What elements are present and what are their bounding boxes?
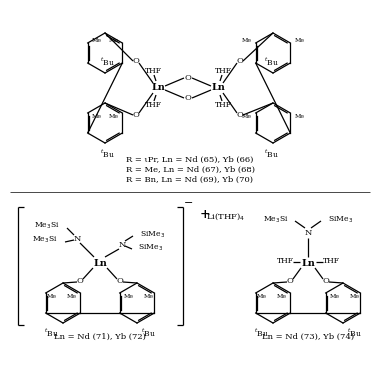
Text: $^t$Bu: $^t$Bu — [100, 56, 114, 68]
Text: Me$_3$Si: Me$_3$Si — [263, 215, 288, 225]
Text: THF: THF — [214, 67, 231, 75]
Text: O: O — [185, 74, 192, 82]
Text: $^t$Bu: $^t$Bu — [264, 148, 278, 160]
Text: Me: Me — [294, 38, 304, 42]
Text: Me: Me — [256, 294, 267, 298]
Text: $^t$Bu: $^t$Bu — [264, 56, 278, 68]
Text: R = Bn, Ln = Nd (69), Yb (70): R = Bn, Ln = Nd (69), Yb (70) — [127, 176, 253, 184]
Text: Me: Me — [294, 114, 304, 118]
Text: $^t$Bu: $^t$Bu — [347, 327, 362, 339]
Text: O: O — [133, 57, 139, 65]
Text: Me: Me — [242, 114, 252, 118]
Text: Ln: Ln — [93, 258, 107, 267]
Text: Ln: Ln — [301, 258, 315, 267]
Text: O: O — [133, 111, 139, 119]
Text: O: O — [323, 277, 329, 285]
Text: Ln: Ln — [151, 84, 165, 93]
Text: Me: Me — [108, 38, 118, 42]
Text: SiMe$_3$: SiMe$_3$ — [328, 215, 353, 225]
Text: O: O — [287, 277, 293, 285]
Text: O: O — [117, 277, 124, 285]
Text: Me: Me — [349, 294, 359, 298]
Text: THF: THF — [144, 101, 162, 109]
Text: THF: THF — [277, 257, 293, 265]
Text: Me: Me — [92, 38, 102, 42]
Text: $^t$Bu: $^t$Bu — [141, 327, 156, 339]
Text: O: O — [76, 277, 84, 285]
Text: THF: THF — [214, 101, 231, 109]
Text: Me: Me — [242, 38, 252, 42]
Text: Li(THF)$_4$: Li(THF)$_4$ — [206, 211, 244, 222]
Text: O: O — [237, 57, 244, 65]
Text: Me: Me — [108, 114, 118, 118]
Text: Me: Me — [143, 294, 153, 298]
Text: THF: THF — [323, 257, 339, 265]
Text: Me: Me — [276, 294, 286, 298]
Text: R = Me, Ln = Nd (67), Yb (68): R = Me, Ln = Nd (67), Yb (68) — [125, 166, 255, 174]
Text: O: O — [237, 111, 244, 119]
Text: Ln = Nd (71), Yb (72): Ln = Nd (71), Yb (72) — [54, 333, 146, 341]
Text: Ln: Ln — [211, 84, 225, 93]
Text: SiMe$_3$: SiMe$_3$ — [140, 230, 165, 240]
Text: O: O — [185, 94, 192, 102]
Text: N: N — [304, 229, 312, 237]
Text: Me: Me — [47, 294, 57, 298]
Text: Me: Me — [124, 294, 134, 298]
Text: Me: Me — [66, 294, 76, 298]
Text: $^t$Bu: $^t$Bu — [254, 327, 269, 339]
Text: N: N — [73, 235, 81, 243]
Text: Me: Me — [330, 294, 340, 298]
Text: THF: THF — [144, 67, 162, 75]
Text: Ln = Nd (73), Yb (74): Ln = Nd (73), Yb (74) — [262, 333, 354, 341]
Text: Me$_3$Si: Me$_3$Si — [33, 221, 59, 231]
Text: $^t$Bu: $^t$Bu — [100, 148, 114, 160]
Text: N: N — [118, 241, 126, 249]
Text: R = ιPr, Ln = Nd (65), Yb (66): R = ιPr, Ln = Nd (65), Yb (66) — [126, 156, 254, 164]
Text: $^t$Bu: $^t$Bu — [44, 327, 59, 339]
Text: Me: Me — [92, 114, 102, 118]
Text: Me$_3$Si: Me$_3$Si — [32, 235, 57, 245]
Text: −: − — [184, 198, 194, 208]
Text: +: + — [200, 209, 210, 222]
Text: SiMe$_3$: SiMe$_3$ — [138, 243, 163, 253]
